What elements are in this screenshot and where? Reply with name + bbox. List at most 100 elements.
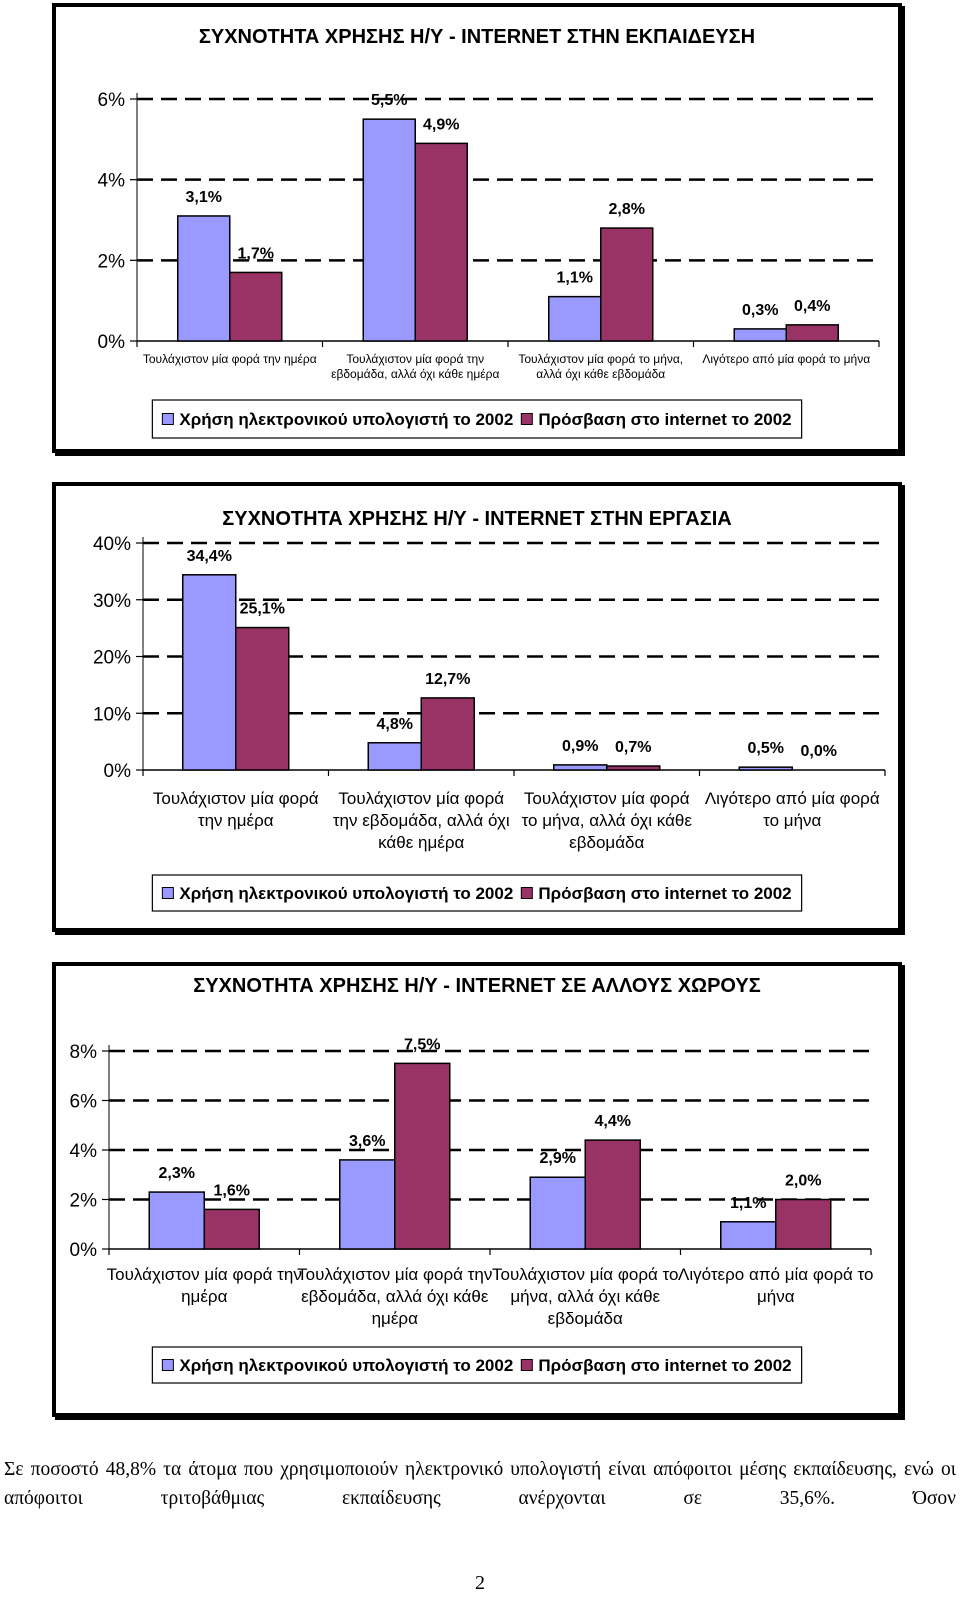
bar-internet-access [414, 142, 468, 342]
legend: Χρήση ηλεκτρονικού υπολογιστή το 2002 Πρό… [151, 399, 803, 439]
bar-computer-use [182, 574, 237, 771]
data-label: 1,1% [730, 1195, 766, 1212]
bar-internet-access [394, 1062, 451, 1250]
bar-internet-access [600, 227, 654, 342]
data-label: 3,1% [186, 189, 222, 206]
y-tick-label: 2% [70, 1191, 98, 1212]
bar-internet-access [584, 1139, 641, 1250]
body-paragraph: Σε ποσοστό 48,8% τα άτομα που χρησιμοποι… [4, 1459, 956, 1509]
legend-label: Πρόσβαση στο internet το 2002 [538, 410, 791, 429]
legend-swatch [520, 413, 533, 425]
y-tick-label: 0% [98, 332, 126, 353]
x-category-label: εβδομάδα [548, 1309, 623, 1328]
x-category-label: Λιγότερο από μία φορά το μήνα [702, 352, 870, 366]
y-tick-label: 0% [104, 761, 132, 782]
data-label: 0,4% [794, 298, 830, 315]
data-label: 3,6% [349, 1133, 385, 1150]
legend: Χρήση ηλεκτρονικού υπολογιστή το 2002 Πρό… [151, 1346, 803, 1384]
x-category-label: Τουλάχιστον μία φορά [153, 789, 319, 808]
x-category-label: Λιγότερο από μία φορά το [678, 1265, 873, 1284]
bar-internet-access [420, 697, 475, 771]
bar-internet-access [775, 1198, 832, 1250]
data-label: 1,7% [238, 245, 274, 262]
data-label: 34,4% [187, 548, 232, 565]
x-category-label: την ημέρα [198, 811, 274, 830]
legend-swatch [161, 413, 174, 425]
x-category-label: μήνα, αλλά όχι κάθε [510, 1287, 660, 1306]
legend-swatch [520, 887, 533, 899]
x-category-label: μήνα [757, 1287, 795, 1306]
bar-computer-use [339, 1159, 396, 1250]
bar-computer-use [367, 742, 422, 771]
legend-label: Πρόσβαση στο internet το 2002 [538, 884, 791, 903]
y-tick-label: 30% [93, 591, 131, 612]
x-category-label: Τουλάχιστον μία φορά το [492, 1265, 678, 1284]
chart-svg: ΣΥΧΝΟΤΗΤΑ ΧΡΗΣΗΣ Η/Υ - INTERNET ΣΤΗΝ ΕΡΓ… [93, 508, 886, 912]
x-category-label: Τουλάχιστον μία φορά την [346, 352, 484, 366]
legend-swatch [161, 1359, 174, 1371]
y-tick-label: 10% [93, 704, 131, 725]
data-label: 25,1% [240, 601, 285, 618]
x-category-label: Τουλάχιστον μία φορά [524, 789, 690, 808]
bar-computer-use [720, 1221, 777, 1250]
chart-work: ΣΥΧΝΟΤΗΤΑ ΧΡΗΣΗΣ Η/Υ - INTERNET ΣΤΗΝ ΕΡΓ… [52, 482, 902, 932]
bar-computer-use [148, 1191, 205, 1250]
data-label: 2,8% [609, 201, 645, 218]
legend: Χρήση ηλεκτρονικού υπολογιστή το 2002 Πρό… [151, 874, 803, 912]
x-category-label: Τουλάχιστον μία φορά [338, 789, 504, 808]
data-label: 12,7% [425, 671, 470, 688]
bar-computer-use [362, 118, 416, 342]
data-label: 0,5% [748, 740, 784, 757]
chart-svg: ΣΥΧΝΟΤΗΤΑ ΧΡΗΣΗΣ Η/Υ - INTERNET ΣΕ ΑΛΛΟΥ… [70, 975, 873, 1384]
y-tick-label: 6% [70, 1092, 98, 1113]
data-label: 4,8% [377, 716, 413, 733]
bar-internet-access [229, 271, 283, 342]
y-tick-label: 4% [98, 171, 126, 192]
data-label: 0,7% [615, 739, 651, 756]
bar-computer-use [738, 766, 793, 771]
x-category-label: Τουλάχιστον μία φορά την [107, 1265, 302, 1284]
legend-box [151, 874, 803, 912]
data-label: 0,9% [562, 738, 598, 755]
x-category-label: εβδομάδα, αλλά όχι κάθε ημέρα [331, 367, 499, 381]
x-category-label: αλλά όχι κάθε εβδομάδα [536, 367, 665, 381]
bar-internet-access [606, 765, 661, 771]
data-label: 0,0% [801, 743, 837, 760]
x-category-label: Τουλάχιστον μία φορά το μήνα, [518, 352, 683, 366]
legend-box [151, 1346, 803, 1384]
chart-title: ΣΥΧΝΟΤΗΤΑ ΧΡΗΣΗΣ Η/Υ - INTERNET ΣΤΗΝ ΕΚΠ… [199, 26, 755, 48]
x-category-label: εβδομάδα, αλλά όχι κάθε [301, 1287, 489, 1306]
chart-svg: ΣΥΧΝΟΤΗΤΑ ΧΡΗΣΗΣ Η/Υ - INTERNET ΣΤΗΝ ΕΚΠ… [98, 26, 880, 439]
data-label: 4,9% [423, 116, 459, 133]
x-category-label: το μήνα [763, 811, 821, 830]
chart-title: ΣΥΧΝΟΤΗΤΑ ΧΡΗΣΗΣ Η/Υ - INTERNET ΣΕ ΑΛΛΟΥ… [193, 975, 761, 997]
bar-computer-use [177, 215, 231, 342]
x-category-label: κάθε ημέρα [378, 833, 464, 852]
y-tick-label: 2% [98, 251, 126, 272]
chart-title: ΣΥΧΝΟΤΗΤΑ ΧΡΗΣΗΣ Η/Υ - INTERNET ΣΤΗΝ ΕΡΓ… [222, 508, 732, 530]
x-category-label: Τουλάχιστον μία φορά την [297, 1265, 492, 1284]
y-tick-label: 0% [70, 1240, 98, 1261]
bar-internet-access [203, 1208, 260, 1250]
chart-education: ΣΥΧΝΟΤΗΤΑ ΧΡΗΣΗΣ Η/Υ - INTERNET ΣΤΗΝ ΕΚΠ… [52, 3, 902, 453]
data-label: 2,9% [540, 1150, 576, 1167]
data-label: 1,6% [214, 1182, 250, 1199]
data-label: 2,3% [159, 1165, 195, 1182]
legend-swatch [161, 887, 174, 899]
data-label: 7,5% [404, 1036, 440, 1053]
x-category-label: Λιγότερο από μία φορά [705, 789, 880, 808]
bar-computer-use [733, 328, 787, 342]
x-category-label: την εβδομάδα, αλλά όχι [333, 811, 510, 830]
bar-computer-use [548, 295, 602, 342]
data-label: 4,4% [595, 1113, 631, 1130]
x-category-label: εβδομάδα [569, 833, 644, 852]
y-tick-label: 40% [93, 534, 131, 555]
page-number: 2 [475, 1572, 485, 1594]
data-label: 5,5% [371, 92, 407, 109]
chart-other-places: ΣΥΧΝΟΤΗΤΑ ΧΡΗΣΗΣ Η/Υ - INTERNET ΣΕ ΑΛΛΟΥ… [52, 962, 902, 1417]
y-tick-label: 4% [70, 1141, 98, 1162]
bar-internet-access [785, 324, 839, 342]
legend-label: Χρήση ηλεκτρονικού υπολογιστή το 2002 [179, 410, 513, 429]
data-label: 2,0% [785, 1173, 821, 1190]
legend-label: Πρόσβαση στο internet το 2002 [538, 1356, 791, 1375]
